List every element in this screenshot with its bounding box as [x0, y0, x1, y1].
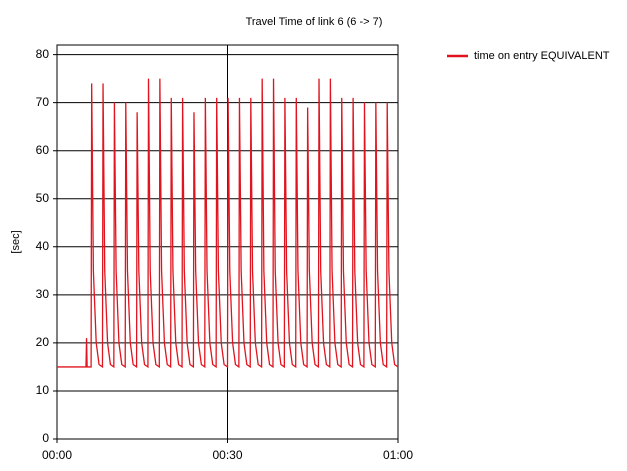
x-tick-label: 00:30 [212, 448, 242, 462]
line-series [57, 78, 399, 369]
y-tick-label: 40 [36, 239, 50, 253]
y-tick-label: 60 [36, 143, 50, 157]
y-axis-label: [sec] [10, 230, 22, 253]
y-tick-label: 20 [36, 335, 50, 349]
y-tick-label: 10 [36, 383, 50, 397]
x-tick-label: 00:00 [42, 448, 72, 462]
x-tick-label: 01:00 [383, 448, 413, 462]
legend-label: time on entry EQUIVALENT [474, 50, 610, 62]
y-tick-label: 80 [36, 47, 50, 61]
y-tick-label: 50 [36, 191, 50, 205]
y-tick-label: 0 [42, 431, 49, 445]
y-tick-label: 70 [36, 95, 50, 109]
y-tick-label: 30 [36, 287, 50, 301]
chart-title: Travel Time of link 6 (6 -> 7) [246, 16, 383, 28]
